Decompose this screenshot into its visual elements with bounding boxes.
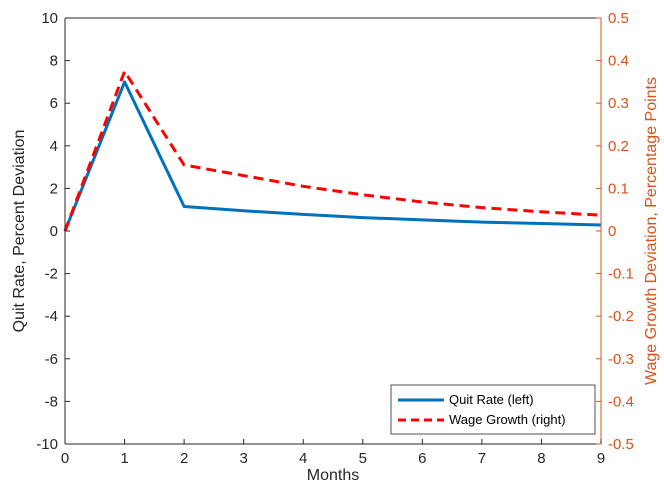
left-y-tick-label: -8 [45, 393, 58, 410]
right-y-tick-label: 0.1 [608, 180, 629, 197]
right-y-tick-label: 0.5 [608, 10, 629, 27]
left-y-tick-label: -2 [45, 266, 58, 283]
left-y-tick-label: -6 [45, 351, 58, 368]
series-layer [63, 69, 602, 232]
series-line-0 [63, 80, 602, 232]
left-y-tick-label: -4 [45, 308, 58, 325]
x-tick-label: 7 [478, 450, 486, 467]
left-y-tick-label: 10 [41, 10, 58, 27]
x-tick-label: 6 [418, 450, 426, 467]
right-y-tick-label: -0.1 [608, 266, 634, 283]
right-y-tick-label: 0 [608, 223, 616, 240]
right-y-tick-label: -0.2 [608, 308, 634, 325]
x-tick-label: 9 [597, 450, 605, 467]
right-y-tick-label: 0.2 [608, 138, 629, 155]
left-y-tick-label: 6 [50, 95, 58, 112]
left-y-tick-label: 4 [50, 138, 58, 155]
x-tick-label: 5 [359, 450, 367, 467]
left-axis-title: Quit Rate, Percent Deviation [11, 130, 28, 333]
legend-label-wage-growth: Wage Growth (right) [449, 412, 566, 427]
right-y-tick-label: 0.4 [608, 53, 629, 70]
x-tick-label: 2 [180, 450, 188, 467]
legend-label-quit-rate: Quit Rate (left) [449, 392, 534, 407]
x-tick-label: 3 [239, 450, 247, 467]
legend-box [390, 384, 596, 435]
x-axis-title: Months [307, 467, 359, 484]
x-tick-label: 0 [61, 450, 69, 467]
right-y-tick-label: -0.4 [608, 393, 634, 410]
series-line-1 [63, 69, 602, 232]
left-y-tick-label: 2 [50, 180, 58, 197]
x-tick-label: 8 [537, 450, 545, 467]
x-tick-label: 4 [299, 450, 307, 467]
right-axis-title: Wage Growth Deviation, Percentage Points [643, 77, 660, 385]
left-y-tick-label: 8 [50, 53, 58, 70]
legend: Quit Rate (left) Wage Growth (right) [390, 384, 596, 435]
left-y-tick-label: -10 [36, 436, 58, 453]
x-tick-label: 1 [120, 450, 128, 467]
ticks-layer: 0 1 2 3 4 5 6 7 8 9 -10 -8 -6 -4 -2 0 2 4 6 8 10 -0.5 -0.4 -0.3… [36, 10, 634, 467]
plot-area [65, 18, 601, 444]
right-y-tick-label: 0.3 [608, 95, 629, 112]
right-y-tick-label: -0.3 [608, 351, 634, 368]
left-y-tick-label: 0 [50, 223, 58, 240]
right-y-tick-label: -0.5 [608, 436, 634, 453]
